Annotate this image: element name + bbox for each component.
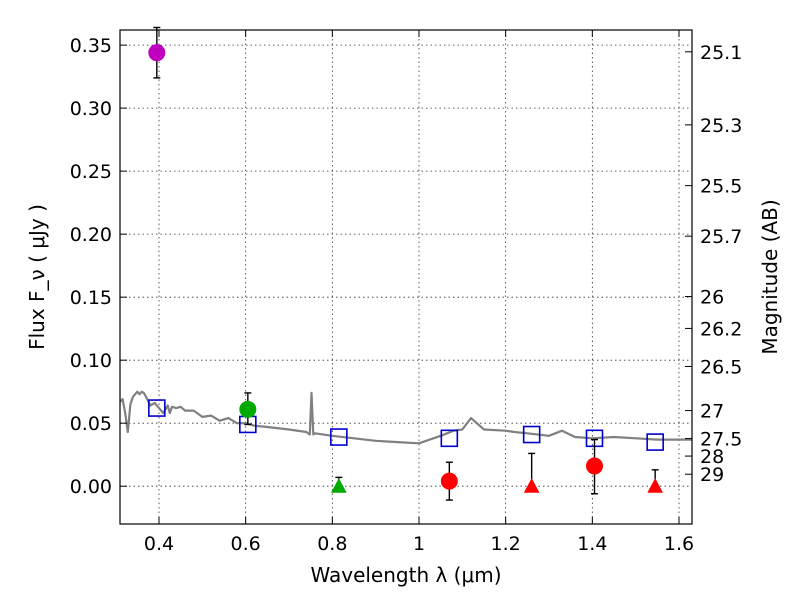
- mag-tick-label: 25.1: [700, 42, 742, 64]
- photometry-point: [239, 400, 257, 418]
- mag-tick-label: 25.3: [700, 115, 742, 137]
- upper-limit-marker: [647, 478, 664, 493]
- x-tick-label: 1.2: [491, 533, 521, 555]
- x-tick-label: 0.6: [231, 533, 261, 555]
- x-tick-label: 1: [413, 533, 425, 555]
- y-tick-label: 0.00: [70, 476, 112, 498]
- y-tick-label: 0.25: [70, 161, 112, 183]
- upper-limit-marker: [330, 478, 347, 493]
- y-axis-label: Flux F_ν ( μJy ): [25, 204, 49, 350]
- y-tick-label: 0.10: [70, 350, 112, 372]
- x-axis-label: Wavelength λ (μm): [310, 563, 501, 587]
- grid: [120, 30, 692, 524]
- photometry-point: [586, 457, 603, 475]
- y-tick-label: 0.35: [70, 35, 112, 57]
- x-tick-label: 1.4: [577, 533, 607, 555]
- photometry-point: [148, 44, 166, 62]
- upper-limit-marker: [523, 478, 540, 493]
- model-spectrum-line: [119, 390, 692, 445]
- mag-tick-label: 27.5: [700, 429, 742, 451]
- model-photometry-square: [646, 433, 664, 451]
- mag-tick-label: 25.7: [700, 226, 742, 248]
- data-layer: [119, 26, 692, 501]
- mag-tick-label: 25.5: [700, 176, 742, 198]
- y-tick-label: 0.30: [70, 98, 112, 120]
- mag-tick-label: 29: [700, 464, 724, 486]
- photometry-point: [440, 472, 458, 490]
- model-photometry-square: [148, 399, 166, 417]
- y-tick-label: 0.05: [70, 413, 112, 435]
- mag-tick-label: 26.5: [700, 356, 742, 378]
- model-photometry-square: [440, 429, 459, 448]
- mag-tick-label: 27: [700, 401, 724, 423]
- x-tick-label: 1.6: [664, 533, 694, 555]
- plot-frame: [119, 29, 693, 525]
- y2-axis-label: Magnitude (AB): [758, 199, 782, 354]
- model-photometry-square: [522, 425, 541, 444]
- mag-tick-label: 26.2: [700, 318, 742, 340]
- y-tick-label: 0.20: [70, 224, 112, 246]
- mag-tick-label: 26: [700, 287, 724, 309]
- x-tick-label: 0.8: [317, 533, 347, 555]
- axes: 0.4 0.6 0.8 1 1.2 1.4 1.6 0.00 0.05 0.10 0.15 0.20 0…: [70, 30, 742, 555]
- x-tick-label: 0.4: [144, 533, 174, 555]
- mag-tick-label: 28: [700, 446, 724, 468]
- model-photometry-square: [330, 428, 348, 446]
- y-tick-label: 0.15: [70, 287, 112, 309]
